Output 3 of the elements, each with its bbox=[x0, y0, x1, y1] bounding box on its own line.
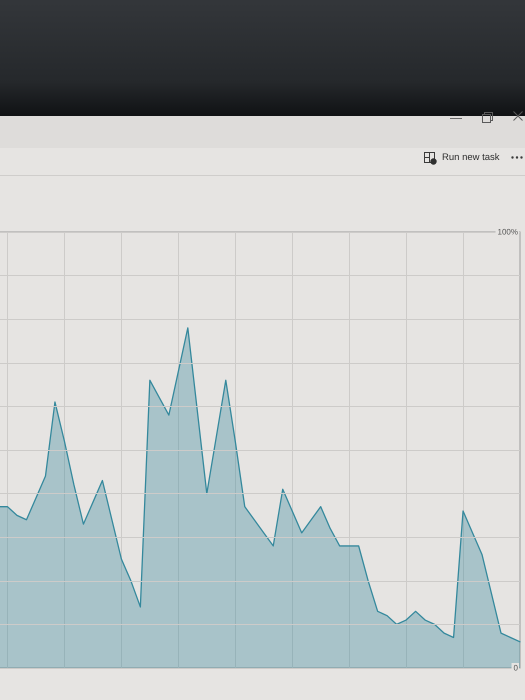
text: Run new task bbox=[442, 151, 500, 165]
y-tick-label: 0 bbox=[514, 664, 519, 672]
y-tick-label: 100% bbox=[498, 228, 518, 236]
